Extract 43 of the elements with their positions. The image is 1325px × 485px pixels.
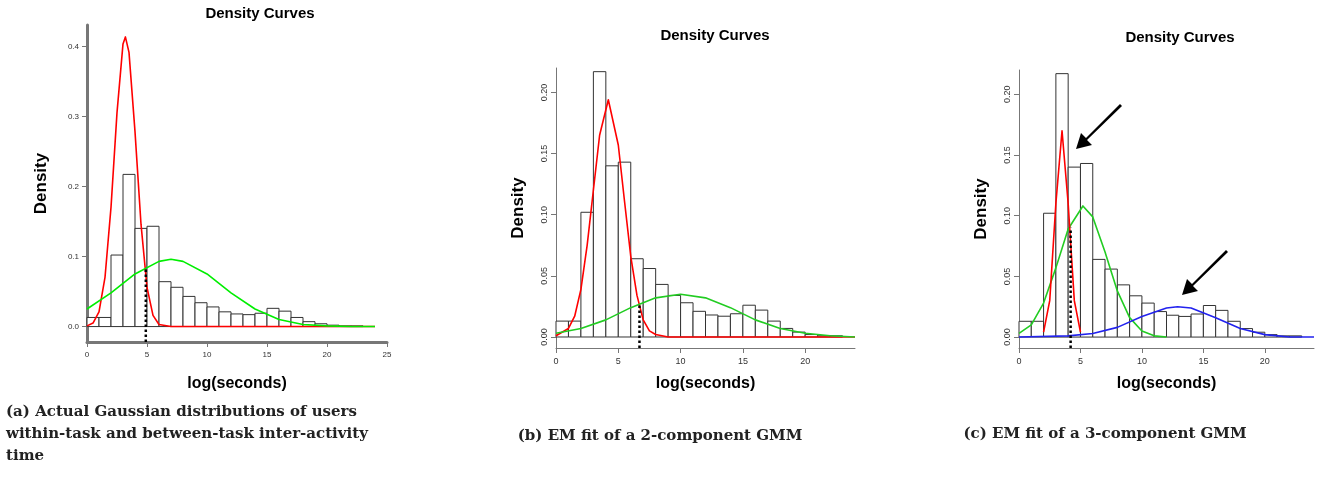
y-tick-label: 0.10 xyxy=(1001,206,1012,225)
y-tick-label: 0.2 xyxy=(67,181,80,191)
y-axis-title: Density xyxy=(508,176,527,239)
x-tick-label: 25 xyxy=(382,349,392,359)
x-tick-label: 20 xyxy=(322,349,332,359)
y-tick-label: 0.20 xyxy=(538,83,549,102)
y-tick-label: 0.05 xyxy=(1001,267,1012,286)
x-tick-label: 10 xyxy=(675,355,686,366)
y-axis-title: Density xyxy=(971,177,990,240)
x-axis-title: log(seconds) xyxy=(1116,373,1217,391)
text: (b) EM fit of a 2-component GMM xyxy=(516,425,804,446)
y-tick-label: 0.3 xyxy=(67,111,80,121)
y-tick-label: 0.15 xyxy=(538,144,549,163)
y-tick-label: 0.10 xyxy=(538,205,549,224)
x-tick-label: 0 xyxy=(84,349,90,359)
y-tick-label: 0.15 xyxy=(1001,146,1012,164)
x-tick-label: 5 xyxy=(144,349,150,359)
x-axis-title: log(seconds) xyxy=(655,373,756,391)
text: (c) EM fit of a 3-component GMM xyxy=(962,423,1248,444)
x-tick-label: 20 xyxy=(800,355,811,366)
x-tick-label: 15 xyxy=(1198,355,1209,366)
chart-title: Density Curves xyxy=(205,4,315,21)
y-axis-title: Density xyxy=(31,152,50,215)
y-tick-label: 0.20 xyxy=(1001,85,1012,104)
chart-title: Density Curves xyxy=(660,26,770,43)
x-tick-label: 20 xyxy=(1259,355,1270,366)
x-tick-label: 10 xyxy=(202,349,212,359)
y-tick-label: 0.1 xyxy=(67,251,80,261)
text: (a) Actual Gaussian distributions of users within-task and between-task inter-activity time xyxy=(6,401,370,466)
x-tick-label: 0 xyxy=(553,355,559,366)
y-tick-label: 0.05 xyxy=(538,267,549,285)
x-tick-label: 5 xyxy=(615,355,621,366)
x-axis-title: log(seconds) xyxy=(187,373,287,391)
x-tick-label: 10 xyxy=(1136,355,1147,366)
chart-title: Density Curves xyxy=(1125,28,1235,45)
x-tick-label: 0 xyxy=(1016,355,1022,366)
y-tick-label: 0.00 xyxy=(538,328,549,346)
y-tick-label: 0.4 xyxy=(67,41,80,51)
x-tick-label: 15 xyxy=(737,355,748,366)
y-tick-label: 0.0 xyxy=(67,322,80,332)
y-tick-label: 0.00 xyxy=(1001,328,1012,346)
x-tick-label: 5 xyxy=(1077,355,1083,366)
x-tick-label: 15 xyxy=(262,349,272,359)
